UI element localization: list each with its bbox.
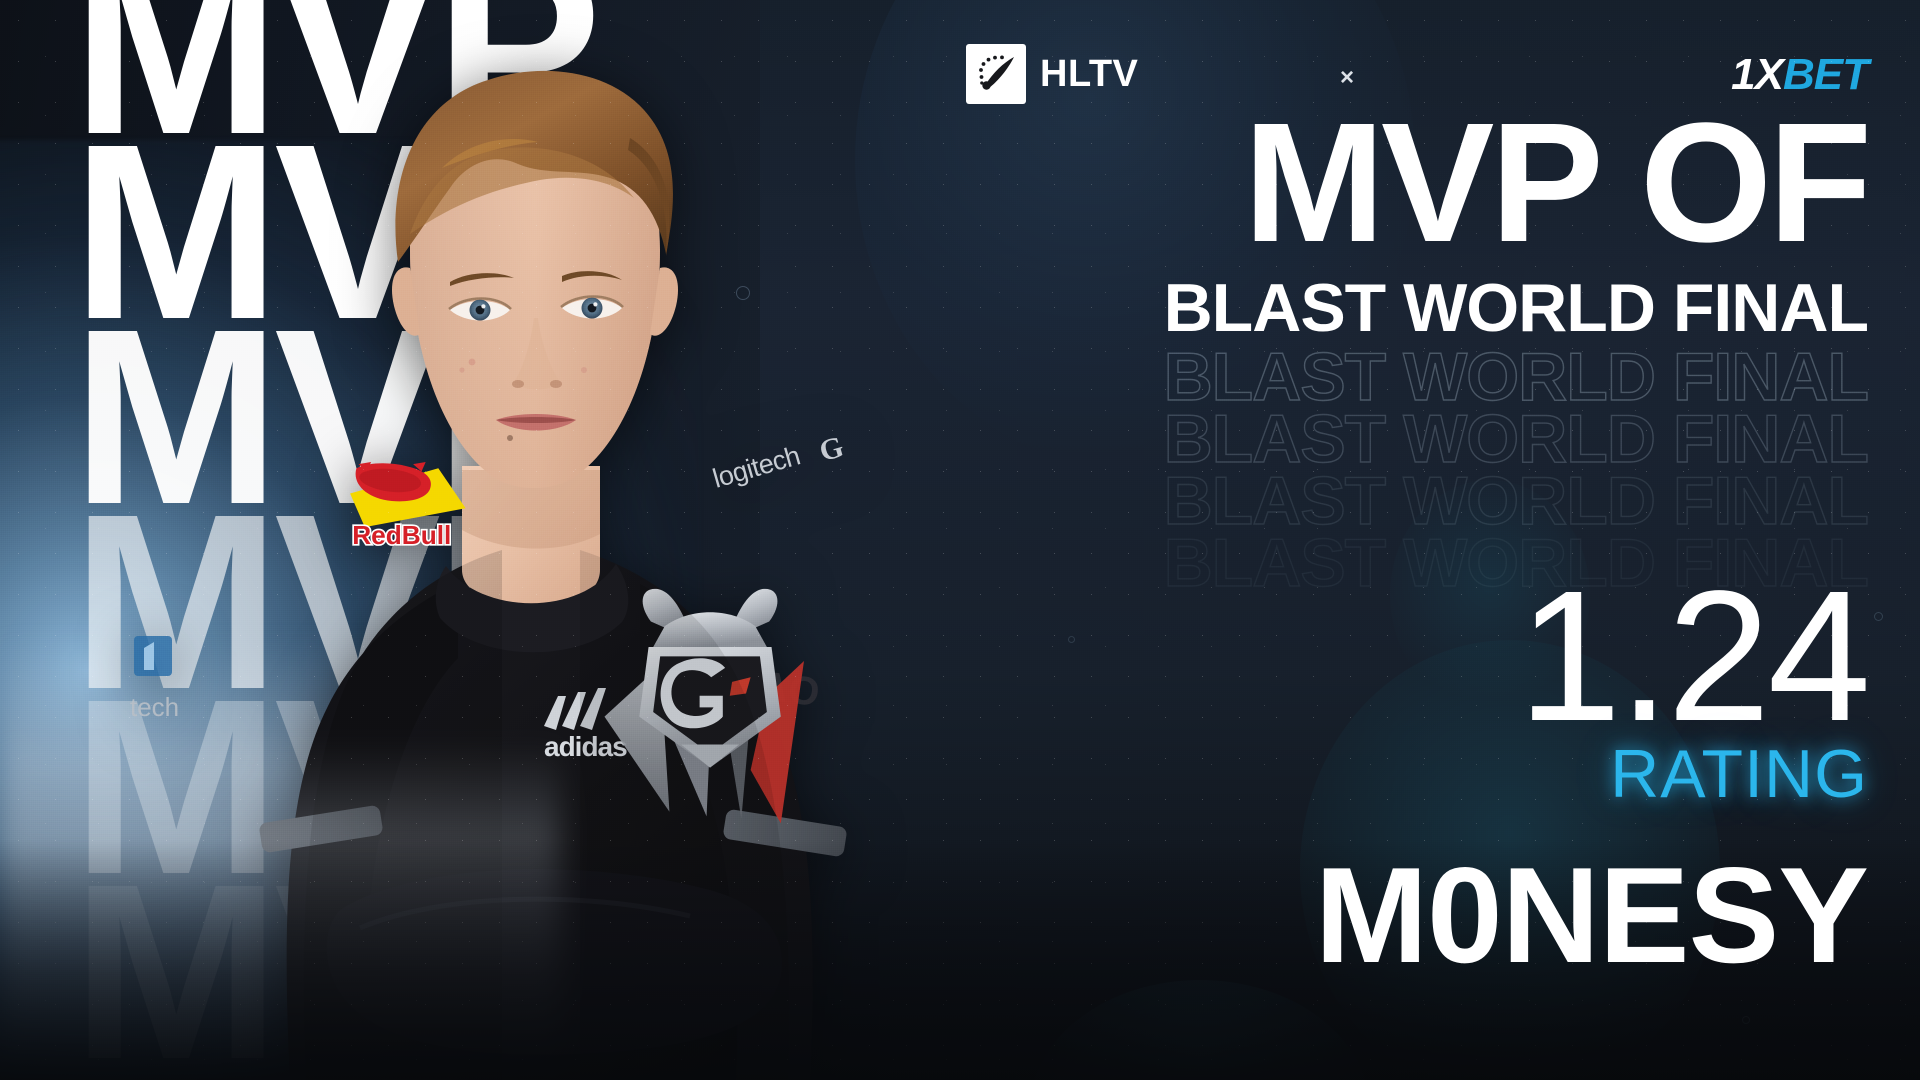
rating-value: 1.24 — [1517, 553, 1871, 760]
event-name-ghost-stack: BLAST WORLD FINAL BLAST WORLD FINAL BLAS… — [848, 339, 1870, 601]
event-name-ghost: BLAST WORLD FINAL — [1163, 401, 1870, 477]
rating-label: RATING — [1610, 736, 1868, 812]
g2-samurai-helmet-icon — [604, 588, 804, 824]
sponsor-logo-suffix: BET — [1783, 50, 1869, 99]
sponsor-logo-1xbet[interactable]: 1XBET — [1731, 50, 1869, 100]
jersey-collar — [435, 564, 629, 653]
sponsor-logo-prefix: 1X — [1731, 50, 1784, 99]
background-ring-icon — [1068, 636, 1075, 643]
award-title: MVP OF — [1243, 88, 1872, 278]
sleeve-sponsor-icon: tech — [130, 636, 179, 722]
event-name-ghost: BLAST WORLD FINAL — [1163, 525, 1870, 601]
player-eye-left — [448, 297, 512, 321]
hltv-speedometer-icon — [966, 44, 1026, 104]
header-logo-bar: HLTV × 1XBET — [0, 44, 1920, 106]
player-nickname: M0NESY — [1314, 839, 1869, 991]
event-name: BLAST WORLD FINAL — [1163, 270, 1869, 346]
redbull-logo-icon: RedBull — [350, 462, 466, 552]
svg-text:tech: tech — [130, 692, 179, 722]
hltv-logo[interactable]: HLTV — [966, 44, 1138, 104]
player-eye-right — [560, 295, 624, 319]
event-name-ghost: BLAST WORLD FINAL — [1163, 463, 1870, 539]
adidas-three-stripes-icon: adidas — [544, 688, 628, 762]
logo-separator-x-icon: × — [1340, 64, 1355, 91]
award-text-column: MVP OF BLAST WORLD FINAL BLAST WORLD FIN… — [848, 0, 1872, 991]
svg-text:adidas: adidas — [544, 731, 627, 762]
event-name-ghost: BLAST WORLD FINAL — [1163, 339, 1870, 415]
svg-text:RedBull: RedBull — [352, 520, 451, 550]
background-ring-icon — [1874, 612, 1883, 621]
background-ring-icon — [736, 286, 750, 300]
hltv-wordmark: HLTV — [1040, 52, 1139, 95]
bottom-vignette — [0, 840, 1920, 1080]
